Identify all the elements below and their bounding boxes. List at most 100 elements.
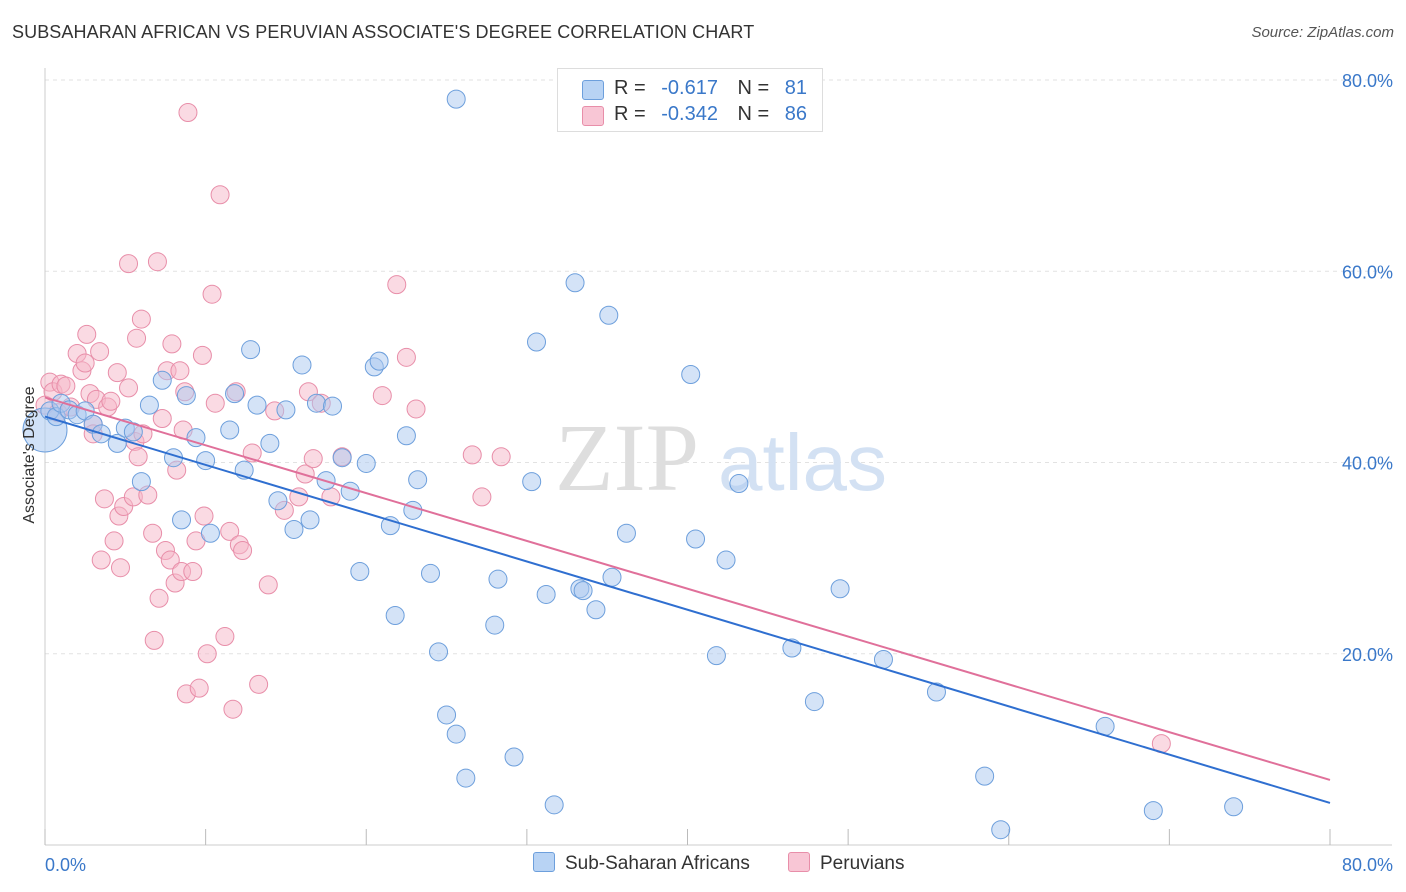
scatter-point	[323, 396, 343, 416]
scatter-point	[202, 284, 222, 304]
scatter-point	[178, 103, 198, 123]
scatter-point	[573, 581, 593, 601]
scatter-point	[223, 699, 243, 719]
y-tick-label: 60.0%	[1342, 262, 1393, 282]
scatter-point	[233, 540, 253, 560]
scatter-point	[488, 569, 508, 589]
legend-r-label: R =	[614, 103, 646, 125]
scatter-point	[75, 353, 95, 373]
scatter-point	[975, 766, 995, 786]
scatter-point	[152, 370, 172, 390]
gridlines	[45, 79, 1392, 655]
scatter-point	[456, 768, 476, 788]
scatter-point	[385, 606, 405, 625]
tick-labels: 20.0% 40.0% 60.0% 80.0% 0.0% 80.0%	[45, 71, 1393, 875]
scatter-point	[90, 342, 110, 362]
scatter-point	[160, 550, 180, 570]
scatter-point	[686, 529, 706, 549]
scatter-point	[205, 393, 225, 413]
scatter-point	[127, 328, 147, 348]
scatter-point	[260, 433, 280, 453]
y-tick-label: 20.0%	[1342, 645, 1393, 665]
scatter-point	[991, 820, 1011, 840]
scatter-point	[91, 550, 111, 570]
scatter-point	[170, 361, 190, 381]
scatter-point	[210, 185, 230, 205]
y-tick-label: 40.0%	[1342, 454, 1393, 474]
scatter-point	[706, 646, 726, 666]
scatter-point	[485, 615, 505, 635]
scatter-point	[372, 386, 392, 406]
scatter-point	[729, 474, 749, 494]
bottom-legend-swatch-sub-saharan	[533, 852, 555, 872]
scatter-point	[107, 363, 127, 383]
scatter-point	[306, 393, 326, 413]
scatter-point	[292, 355, 312, 375]
scatter-point	[586, 600, 606, 620]
scatter-point	[56, 376, 76, 396]
trend-line	[44, 415, 1331, 804]
scatter-point	[300, 510, 320, 530]
scatter-point	[77, 324, 97, 344]
scatter-point	[303, 449, 323, 469]
scatter-point	[241, 340, 261, 360]
scatter-point	[387, 275, 407, 295]
scatter-point	[1224, 797, 1244, 817]
axes	[44, 68, 1392, 846]
bottom-legend-label-peruvians: Peruvians	[820, 853, 905, 874]
legend-n-value: 86	[784, 103, 808, 125]
scatter-point	[268, 491, 288, 511]
scatter-point	[200, 523, 220, 543]
bottom-legend-label-sub-saharan: Sub-Saharan Africans	[565, 853, 750, 874]
scatter-point	[408, 470, 428, 490]
trend-lines	[44, 396, 1331, 804]
scatter-point	[536, 584, 556, 604]
scatter-point	[196, 451, 216, 471]
scatter-point	[830, 579, 850, 599]
scatter-point	[189, 678, 209, 698]
legend-r-value: -0.617	[661, 77, 718, 99]
bottom-legend-sub-saharan: Sub-Saharan Africans	[533, 852, 750, 875]
scatter-point	[192, 345, 212, 365]
scatter-point	[119, 378, 139, 398]
legend-r-value: -0.342	[661, 103, 718, 125]
scatter-point	[527, 332, 547, 352]
scatter-point	[429, 642, 449, 662]
scatter-point	[491, 447, 511, 467]
scatter-point	[131, 472, 151, 492]
scatter-point	[220, 420, 240, 440]
scatter-point	[128, 447, 148, 467]
scatter-point	[104, 531, 124, 551]
legend-n-label: N =	[737, 103, 770, 125]
scatter-point	[616, 523, 636, 543]
scatter-point	[462, 445, 482, 465]
x-tick-label: 0.0%	[45, 855, 86, 875]
scatter-point	[681, 365, 701, 385]
bottom-legend-peruvians: Peruvians	[788, 852, 905, 875]
y-tick-label: 80.0%	[1342, 71, 1393, 91]
scatter-point	[197, 644, 217, 664]
scatter-point	[149, 588, 169, 608]
scatter-point	[94, 489, 114, 509]
legend-r-label: R =	[614, 77, 646, 99]
legend-swatch-peruvians	[582, 106, 604, 126]
scatter-point	[403, 500, 423, 520]
y-axis-label: Associate's Degree	[21, 386, 38, 523]
scatter-point	[162, 334, 182, 354]
watermark-zip: ZIP	[555, 404, 699, 511]
legend-swatch-sub-saharan	[582, 80, 604, 100]
scatter-point	[1143, 801, 1163, 821]
scatter-point	[356, 453, 376, 473]
legend: R = -0.617 N = 81 R = -0.342 N = 86	[557, 68, 823, 132]
bottom-legend-swatch-peruvians	[788, 852, 810, 872]
scatter-point	[437, 705, 457, 725]
scatter-point	[716, 550, 736, 570]
scatter-point	[176, 386, 196, 406]
scatter-point	[350, 562, 370, 582]
series-sub-saharan-africans	[22, 89, 1244, 840]
scatter-point	[119, 254, 139, 274]
scatter-point	[247, 395, 267, 415]
scatter-point	[152, 409, 172, 429]
scatter-point	[544, 795, 564, 815]
